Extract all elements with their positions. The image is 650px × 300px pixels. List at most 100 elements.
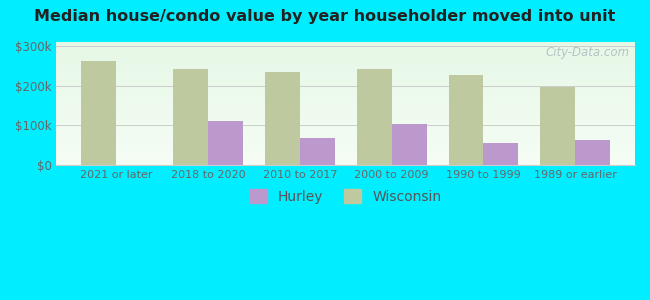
Bar — [57, 89, 635, 90]
Bar — [57, 112, 635, 113]
Bar — [57, 70, 635, 71]
Bar — [57, 95, 635, 96]
Bar — [57, 43, 635, 44]
Bar — [57, 84, 635, 85]
Bar — [57, 153, 635, 154]
Bar — [57, 107, 635, 108]
Bar — [57, 137, 635, 138]
Bar — [57, 75, 635, 76]
Bar — [57, 149, 635, 150]
Bar — [57, 145, 635, 146]
Bar — [57, 73, 635, 74]
Bar — [57, 117, 635, 118]
Bar — [57, 125, 635, 126]
Bar — [57, 67, 635, 68]
Bar — [57, 93, 635, 94]
Bar — [57, 135, 635, 136]
Bar — [575, 140, 610, 165]
Bar — [300, 138, 335, 165]
Bar — [57, 115, 635, 116]
Bar — [57, 46, 635, 47]
Bar — [57, 104, 635, 105]
Bar — [57, 88, 635, 89]
Bar — [448, 74, 484, 165]
Bar — [57, 50, 635, 51]
Bar — [57, 53, 635, 54]
Bar — [57, 158, 635, 159]
Bar — [57, 58, 635, 59]
Bar — [265, 72, 300, 165]
Bar — [57, 60, 635, 61]
Bar — [57, 68, 635, 69]
Bar — [57, 131, 635, 132]
Bar — [57, 74, 635, 75]
Bar — [57, 80, 635, 81]
Bar — [57, 64, 635, 65]
Bar — [57, 150, 635, 151]
Bar — [57, 144, 635, 145]
Bar — [57, 138, 635, 139]
Bar — [173, 69, 208, 165]
Bar — [57, 54, 635, 55]
Bar — [57, 160, 635, 161]
Bar — [57, 146, 635, 147]
Bar — [57, 87, 635, 88]
Bar — [57, 105, 635, 106]
Bar — [57, 143, 635, 144]
Bar — [57, 164, 635, 165]
Bar — [57, 120, 635, 121]
Bar — [57, 129, 635, 130]
Bar — [57, 116, 635, 117]
Bar — [57, 136, 635, 137]
Bar — [57, 142, 635, 143]
Bar — [484, 143, 519, 165]
Bar — [57, 152, 635, 153]
Bar — [57, 101, 635, 102]
Bar — [357, 69, 392, 165]
Bar — [57, 45, 635, 46]
Legend: Hurley, Wisconsin: Hurley, Wisconsin — [244, 184, 447, 210]
Bar — [208, 121, 243, 165]
Bar — [57, 103, 635, 104]
Bar — [57, 163, 635, 164]
Bar — [57, 134, 635, 135]
Bar — [57, 52, 635, 53]
Bar — [57, 59, 635, 60]
Bar — [57, 124, 635, 125]
Bar — [57, 72, 635, 73]
Bar — [57, 130, 635, 131]
Bar — [57, 85, 635, 86]
Bar — [57, 119, 635, 120]
Bar — [57, 114, 635, 115]
Bar — [57, 90, 635, 91]
Bar — [57, 63, 635, 64]
Bar — [540, 87, 575, 165]
Bar — [57, 102, 635, 103]
Bar — [57, 121, 635, 122]
Bar — [57, 94, 635, 95]
Bar — [57, 106, 635, 107]
Bar — [57, 118, 635, 119]
Bar — [57, 48, 635, 49]
Bar — [57, 66, 635, 67]
Text: Median house/condo value by year householder moved into unit: Median house/condo value by year househo… — [34, 9, 616, 24]
Bar — [57, 162, 635, 163]
Bar — [57, 108, 635, 109]
Bar — [57, 132, 635, 133]
Bar — [57, 82, 635, 83]
Bar — [57, 69, 635, 70]
Bar — [57, 76, 635, 77]
Text: City-Data.com: City-Data.com — [545, 46, 629, 59]
Bar — [57, 92, 635, 93]
Bar — [57, 157, 635, 158]
Bar — [57, 128, 635, 129]
Bar — [57, 151, 635, 152]
Bar — [57, 71, 635, 72]
Bar — [57, 86, 635, 87]
Bar — [57, 42, 635, 43]
Bar — [57, 154, 635, 155]
Bar — [57, 140, 635, 141]
Bar — [57, 126, 635, 127]
Bar — [57, 156, 635, 157]
Bar — [57, 81, 635, 82]
